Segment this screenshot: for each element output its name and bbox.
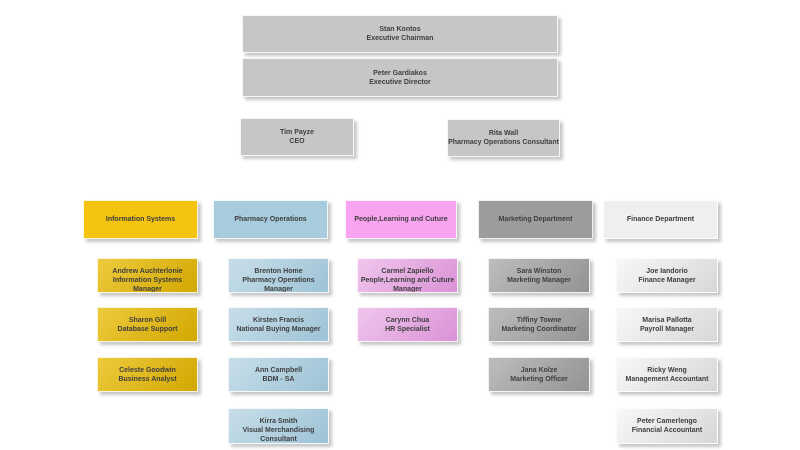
node-andrew-auchterlonie[interactable]: Andrew Auchterlonie Information Systems …	[97, 258, 198, 293]
person-title: Information Systems Manager	[112, 277, 183, 293]
person-name: Carynn Chua	[385, 317, 430, 324]
person-name: Marisa Pallotta	[642, 317, 692, 324]
person-name: Stan Kontos	[379, 26, 421, 33]
person-name: Tiffiny Towne	[516, 317, 562, 324]
person-title: Payroll Manager	[639, 326, 695, 333]
dept-label: Information Systems	[105, 216, 176, 223]
person-title: Executive Chairman	[366, 35, 434, 42]
node-ann-campbell[interactable]: Ann Campbell BDM - SA	[228, 357, 329, 392]
person-title: People,Learning and Cuture Manager	[360, 277, 455, 293]
person-name: Ann Campbell	[254, 367, 303, 374]
person-name: Joe Iandorio	[646, 268, 688, 275]
person-name: Sara Winston	[516, 268, 562, 275]
node-sara-winston[interactable]: Sara Winston Marketing Manager	[488, 258, 590, 293]
node-rita-wall[interactable]: Rita Wall Pharmacy Operations Consultant	[447, 119, 560, 157]
person-name: Peter Gardiakos	[373, 69, 427, 77]
dept-header-information-systems[interactable]: Information Systems	[83, 200, 198, 239]
dept-label: Finance Department	[626, 216, 695, 223]
person-name: Celeste Goodwin	[119, 367, 176, 374]
node-joe-iandorio[interactable]: Joe Iandorio Finance Manager	[616, 258, 718, 293]
person-title: BDM - SA	[262, 376, 295, 383]
node-peter-camerlengo[interactable]: Peter Camerlengo Financial Accountant	[616, 408, 718, 444]
person-title: Marketing Manager	[507, 277, 571, 284]
node-kirra-smith[interactable]: Kirra Smith Visual Merchandising Consult…	[228, 408, 329, 444]
person-name: Sharon Gill	[128, 317, 167, 324]
person-title: Financial Accountant	[631, 427, 703, 434]
person-title: Database Support	[117, 326, 178, 333]
node-carmel-zapiello[interactable]: Carmel Zapiello People,Learning and Cutu…	[357, 258, 458, 293]
node-ricky-weng[interactable]: Ricky Weng Management Accountant	[616, 357, 718, 392]
person-title: Management Accountant	[625, 376, 709, 383]
dept-label: Marketing Department	[498, 216, 573, 223]
node-jana-kolze[interactable]: Jana Kolze Marketing Officer	[488, 357, 590, 392]
person-title: National Buying Manager	[236, 326, 321, 333]
person-name: Kirra Smith	[259, 418, 298, 425]
person-title: Business Analyst	[118, 376, 177, 383]
node-peter-gardiakos[interactable]: Peter Gardiakos Executive Director	[242, 58, 558, 97]
person-title: Executive Director	[369, 78, 431, 86]
person-title: CEO	[289, 138, 305, 145]
person-title: HR Specialist	[385, 326, 430, 333]
person-title: Visual Merchandising Consultant	[242, 427, 315, 443]
node-sharon-gill[interactable]: Sharon Gill Database Support	[97, 307, 198, 342]
person-title: Marketing Coordinator	[501, 326, 577, 333]
person-name: Ricky Weng	[647, 367, 687, 374]
person-name: Peter Camerlengo	[637, 418, 697, 425]
person-name: Rita Wall	[488, 130, 519, 137]
node-tim-payze[interactable]: Tim Payze CEO	[240, 118, 354, 156]
person-title: Marketing Officer	[510, 376, 568, 383]
person-name: Andrew Auchterlonie	[112, 268, 183, 275]
node-carynn-chua[interactable]: Carynn Chua HR Specialist	[357, 307, 458, 342]
dept-label: Pharmacy Operations	[234, 216, 307, 223]
person-title: Pharmacy Operations Consultant	[448, 139, 559, 146]
node-marisa-pallotta[interactable]: Marisa Pallotta Payroll Manager	[616, 307, 718, 342]
person-name: Carmel Zapiello	[381, 268, 434, 275]
dept-header-people-learning-culture[interactable]: People,Learning and Cuture	[345, 200, 457, 239]
person-name: Jana Kolze	[520, 367, 558, 374]
dept-header-pharmacy-operations[interactable]: Pharmacy Operations	[213, 200, 328, 239]
dept-header-marketing[interactable]: Marketing Department	[478, 200, 593, 239]
person-title: Finance Manager	[638, 277, 696, 284]
dept-header-finance[interactable]: Finance Department	[603, 200, 718, 239]
node-stan-kontos[interactable]: Stan Kontos Executive Chairman	[242, 15, 558, 53]
person-name: Brenton Home	[254, 268, 303, 275]
person-name: Tim Payze	[279, 129, 315, 136]
dept-label: People,Learning and Cuture	[354, 216, 448, 223]
person-name: Kirsten Francis	[253, 317, 304, 324]
node-brenton-home[interactable]: Brenton Home Pharmacy Operations Manager	[228, 258, 329, 293]
node-celeste-goodwin[interactable]: Celeste Goodwin Business Analyst	[97, 357, 198, 392]
node-kirsten-francis[interactable]: Kirsten Francis National Buying Manager	[228, 307, 329, 342]
node-tiffiny-towne[interactable]: Tiffiny Towne Marketing Coordinator	[488, 307, 590, 342]
person-title: Pharmacy Operations Manager	[242, 277, 315, 293]
